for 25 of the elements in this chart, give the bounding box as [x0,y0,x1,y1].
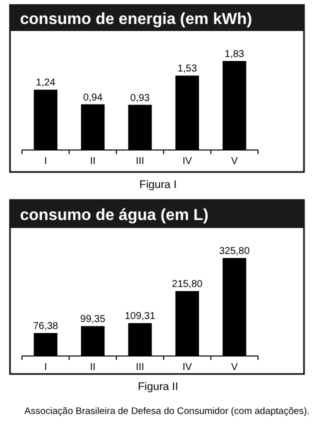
text: Figura I [139,179,177,191]
data-label: 99,35 [80,314,106,326]
chart-title: consumo de água (em L) [20,207,208,224]
x-tick-label: I [44,362,47,373]
data-label: 109,31 [124,311,156,322]
data-label: 1,53 [177,64,198,75]
x-tick-label: IV [182,362,192,373]
text: Figura II [138,381,178,393]
data-label: 0,93 [130,92,150,104]
data-label: 215,80 [172,279,203,290]
x-tick-label: II [90,362,96,373]
x-tick-label: II [90,156,96,167]
chart-title: consumo de energia (em kWh) [20,11,252,28]
text: Associação Brasileira de Defesa do Consumidor (com adaptações). [24,406,310,417]
data-label: 325,80 [219,246,250,257]
data-label: 1,83 [224,49,245,60]
x-tick-label: I [44,156,47,167]
x-tick-label: IV [182,156,192,167]
x-tick-label: V [231,156,238,167]
x-tick-label: V [231,362,238,373]
x-tick-label: III [136,362,144,373]
data-label: 76,38 [33,321,59,332]
data-label: 1,24 [36,78,56,89]
x-tick-label: III [136,156,144,167]
data-label: 0,94 [83,92,103,104]
